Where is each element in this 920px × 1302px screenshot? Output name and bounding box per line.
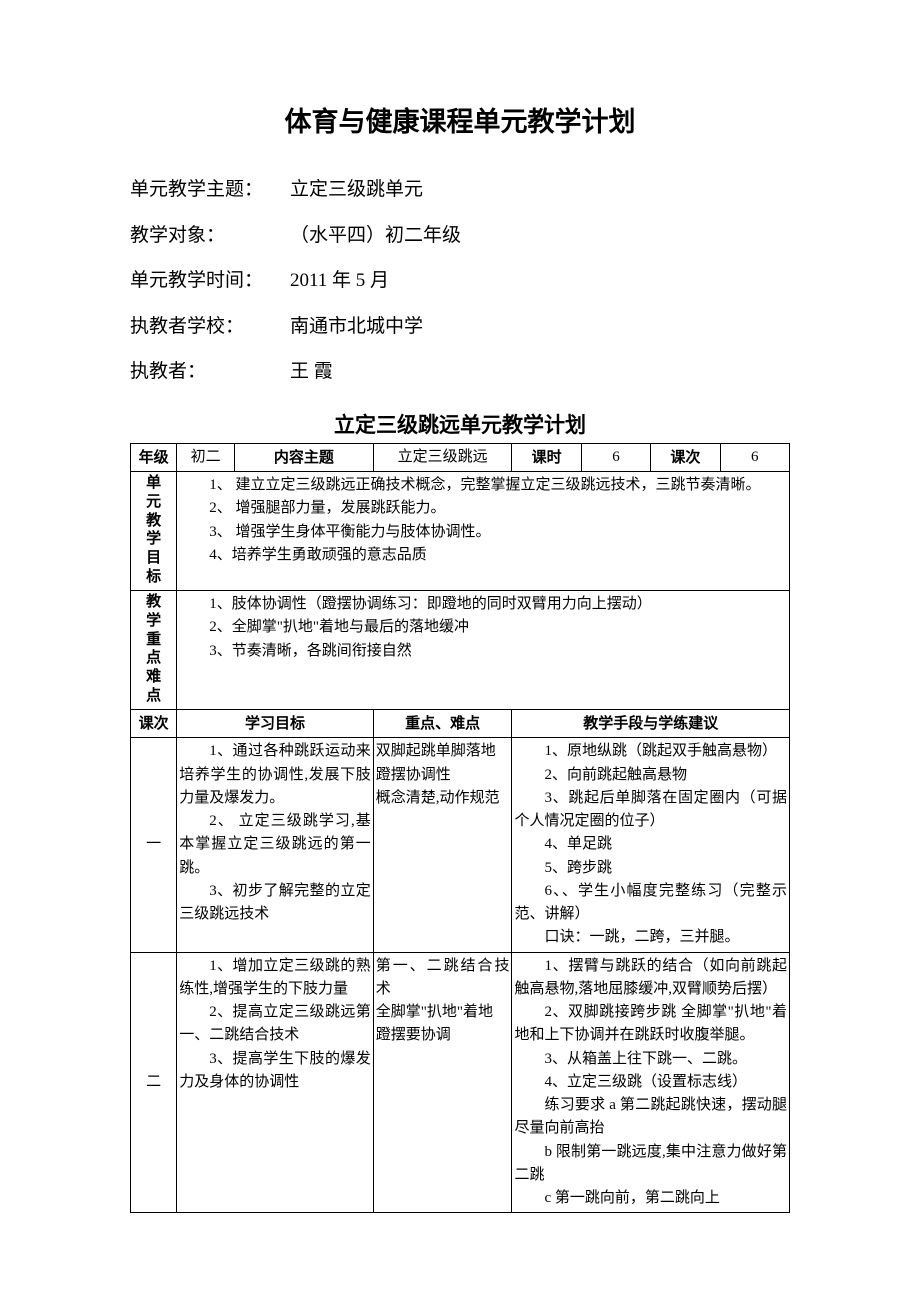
lesson-goal: 1、通过各种跳跃运动来培养学生的协调性,发展下肢力量及爆发力。2、 立定三级跳学…: [177, 738, 374, 952]
text-line: 5、跨步跳: [514, 857, 787, 880]
text-line: 2、提高立定三级跳远第一、二跳结合技术: [179, 1001, 371, 1048]
col-methods: 教学手段与学练建议: [512, 710, 790, 738]
lesson-no: 一: [131, 738, 177, 952]
lesson-methods: 1、摆臂与跳跃的结合（如向前跳起触高悬物,落地屈膝缓冲,双臂顺势后摆）2、双脚跳…: [512, 952, 790, 1213]
text-line: 2、 增强腿部力量，发展跳跃能力。: [179, 497, 787, 520]
text-line: 2、全脚掌"扒地"着地与最后的落地缓冲: [179, 616, 787, 639]
text-line: b 限制第一跳远度,集中注意力做好第二跳: [514, 1141, 787, 1188]
text-line: 3、从箱盖上往下跳一、二跳。: [514, 1048, 787, 1071]
text-line: 全脚掌"扒地"着地: [376, 1001, 510, 1024]
col-focus: 重点、难点: [373, 710, 512, 738]
text-line: 2、双脚跳接跨步跳 全脚掌"扒地"着地和上下协调并在跳跃时收腹举腿。: [514, 1001, 787, 1048]
lesson-methods: 1、原地纵跳（跳起双手触高悬物）2、向前跳起触高悬物3、跳起后单脚落在固定圈内（…: [512, 738, 790, 952]
text-line: 2、 立定三级跳学习,基本掌握立定三级跳远的第一跳。: [179, 810, 371, 880]
meta-value: 立定三级跳单元: [290, 167, 423, 213]
meta-row-teacher: 执教者： 王 霞: [130, 349, 790, 395]
meta-value: （水平四）初二年级: [290, 213, 461, 259]
lesson-no: 二: [131, 952, 177, 1213]
text-line: 口诀：一跳，二跨，三并腿。: [514, 926, 787, 949]
meta-row-target: 教学对象： （水平四）初二年级: [130, 213, 790, 259]
lesson-goal: 1、增加立定三级跳的熟练性,增强学生的下肢力量2、提高立定三级跳远第一、二跳结合…: [177, 952, 374, 1213]
plan-table: 年级 初二 内容主题 立定三级跳远 课时 6 课次 6 单元教学目标 1、 建立…: [130, 443, 790, 1214]
text-line: 3、节奏清晰，各跳间衔接自然: [179, 640, 787, 663]
text-line: 蹬摆要协调: [376, 1024, 510, 1047]
text-line: 1、通过各种跳跃运动来培养学生的协调性,发展下肢力量及爆发力。: [179, 740, 371, 810]
text-line: 第一、二跳结合技术: [376, 955, 510, 1002]
meta-label: 执教者：: [130, 349, 290, 395]
hours-value: 6: [581, 443, 650, 471]
text-line: 3、提高学生下肢的爆发力及身体的协调性: [179, 1048, 371, 1095]
sub-title: 立定三级跳远单元教学计划: [130, 409, 790, 439]
meta-label: 单元教学主题：: [130, 167, 290, 213]
subject-value: 立定三级跳远: [373, 443, 512, 471]
keypoints-row: 教学重点难点 1、肢体协调性（蹬摆协调练习：即蹬地的同时双臂用力向上摆动）2、全…: [131, 591, 790, 710]
text-line: 3、初步了解完整的立定三级跳远技术: [179, 880, 371, 927]
keypoints-cell: 1、肢体协调性（蹬摆协调练习：即蹬地的同时双臂用力向上摆动）2、全脚掌"扒地"着…: [177, 591, 790, 710]
subject-label: 内容主题: [235, 443, 374, 471]
text-line: 4、培养学生勇敢顽强的意志品质: [179, 544, 787, 567]
meta-label: 教学对象：: [130, 213, 290, 259]
col-goal: 学习目标: [177, 710, 374, 738]
columns-header-row: 课次 学习目标 重点、难点 教学手段与学练建议: [131, 710, 790, 738]
main-title: 体育与健康课程单元教学计划: [130, 100, 790, 139]
meta-row-school: 执教者学校： 南通市北城中学: [130, 304, 790, 350]
hours-label: 课时: [512, 443, 581, 471]
text-line: 4、立定三级跳（设置标志线）: [514, 1071, 787, 1094]
objectives-label: 单元教学目标: [145, 474, 162, 587]
text-line: 蹬摆协调性: [376, 764, 510, 787]
objectives-cell: 1、 建立立定三级跳远正确技术概念，完整掌握立定三级跳远技术，三跳节奏清晰。2、…: [177, 472, 790, 591]
meta-label: 单元教学时间：: [130, 258, 290, 304]
text-line: 3、 增强学生身体平衡能力与肢体协调性。: [179, 521, 787, 544]
lesson-focus: 双脚起跳单脚落地蹬摆协调性概念清楚,动作规范: [373, 738, 512, 952]
keypoints-label-cell: 教学重点难点: [131, 591, 177, 710]
text-line: 1、摆臂与跳跃的结合（如向前跳起触高悬物,落地屈膝缓冲,双臂顺势后摆）: [514, 955, 787, 1002]
grade-value: 初二: [177, 443, 235, 471]
grade-label: 年级: [131, 443, 177, 471]
objectives-label-cell: 单元教学目标: [131, 472, 177, 591]
meta-label: 执教者学校：: [130, 304, 290, 350]
text-line: 练习要求 a 第二跳起跳快速，摆动腿尽量向前高抬: [514, 1094, 787, 1141]
text-line: c 第一跳向前，第二跳向上: [514, 1187, 787, 1210]
meta-row-topic: 单元教学主题： 立定三级跳单元: [130, 167, 790, 213]
header-row: 年级 初二 内容主题 立定三级跳远 课时 6 课次 6: [131, 443, 790, 471]
meta-value: 2011 年 5 月: [290, 258, 389, 304]
text-line: 4、单足跳: [514, 833, 787, 856]
text-line: 6、、学生小幅度完整练习（完整示范、讲解）: [514, 880, 787, 927]
text-line: 概念清楚,动作规范: [376, 787, 510, 810]
text-line: 1、增加立定三级跳的熟练性,增强学生的下肢力量: [179, 955, 371, 1002]
text-line: 1、肢体协调性（蹬摆协调练习：即蹬地的同时双臂用力向上摆动）: [179, 593, 787, 616]
meta-value: 王 霞: [290, 349, 333, 395]
text-line: 3、跳起后单脚落在固定圈内（可据个人情况定圈的位子）: [514, 787, 787, 834]
keypoints-label: 教学重点难点: [145, 593, 162, 706]
lessons-label: 课次: [651, 443, 720, 471]
text-line: 1、 建立立定三级跳远正确技术概念，完整掌握立定三级跳远技术，三跳节奏清晰。: [179, 474, 787, 497]
meta-row-time: 单元教学时间： 2011 年 5 月: [130, 258, 790, 304]
text-line: 双脚起跳单脚落地: [376, 740, 510, 763]
meta-block: 单元教学主题： 立定三级跳单元 教学对象： （水平四）初二年级 单元教学时间： …: [130, 167, 790, 395]
text-line: 2、向前跳起触高悬物: [514, 764, 787, 787]
lesson-row-2: 二 1、增加立定三级跳的熟练性,增强学生的下肢力量2、提高立定三级跳远第一、二跳…: [131, 952, 790, 1213]
meta-value: 南通市北城中学: [290, 304, 423, 350]
document-page: 体育与健康课程单元教学计划 单元教学主题： 立定三级跳单元 教学对象： （水平四…: [0, 0, 920, 1302]
lesson-focus: 第一、二跳结合技术全脚掌"扒地"着地蹬摆要协调: [373, 952, 512, 1213]
objectives-row: 单元教学目标 1、 建立立定三级跳远正确技术概念，完整掌握立定三级跳远技术，三跳…: [131, 472, 790, 591]
lesson-row-1: 一 1、通过各种跳跃运动来培养学生的协调性,发展下肢力量及爆发力。2、 立定三级…: [131, 738, 790, 952]
text-line: 1、原地纵跳（跳起双手触高悬物）: [514, 740, 787, 763]
col-lesson-no: 课次: [131, 710, 177, 738]
lessons-value: 6: [720, 443, 789, 471]
